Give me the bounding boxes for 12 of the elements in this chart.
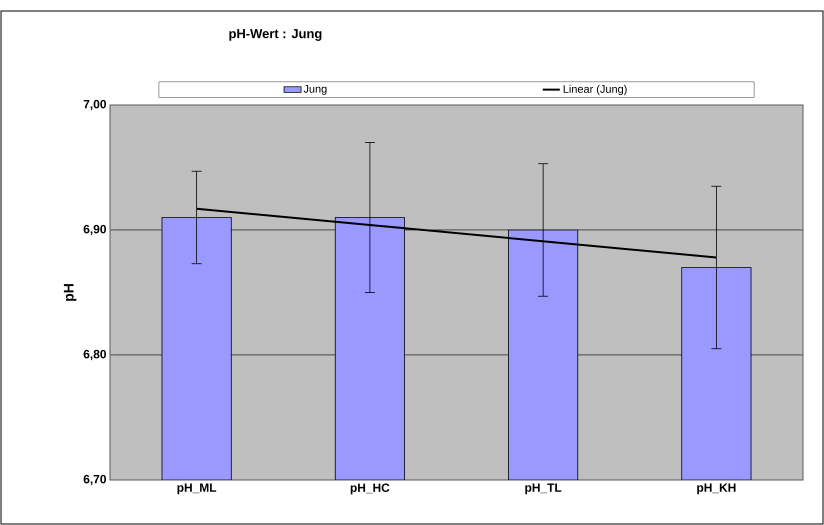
- x-tick-label: pH_KH: [697, 484, 736, 494]
- y-tick-label: 6,80: [84, 350, 106, 360]
- legend-label: Jung: [304, 85, 327, 95]
- y-tick-label: 6,70: [84, 474, 106, 486]
- x-tick-label: pH_ML: [177, 484, 216, 494]
- x-tick-label: pH_HC: [350, 484, 390, 494]
- chart-title: pH-Wert : Jung: [229, 29, 322, 41]
- x-tick-label: pH_TL: [525, 484, 562, 494]
- y-axis-title: pH: [64, 284, 76, 301]
- legend-label: Linear (Jung): [564, 84, 627, 96]
- y-tick-label: 6,90: [84, 224, 106, 236]
- y-tick-label: 7,00: [84, 100, 106, 110]
